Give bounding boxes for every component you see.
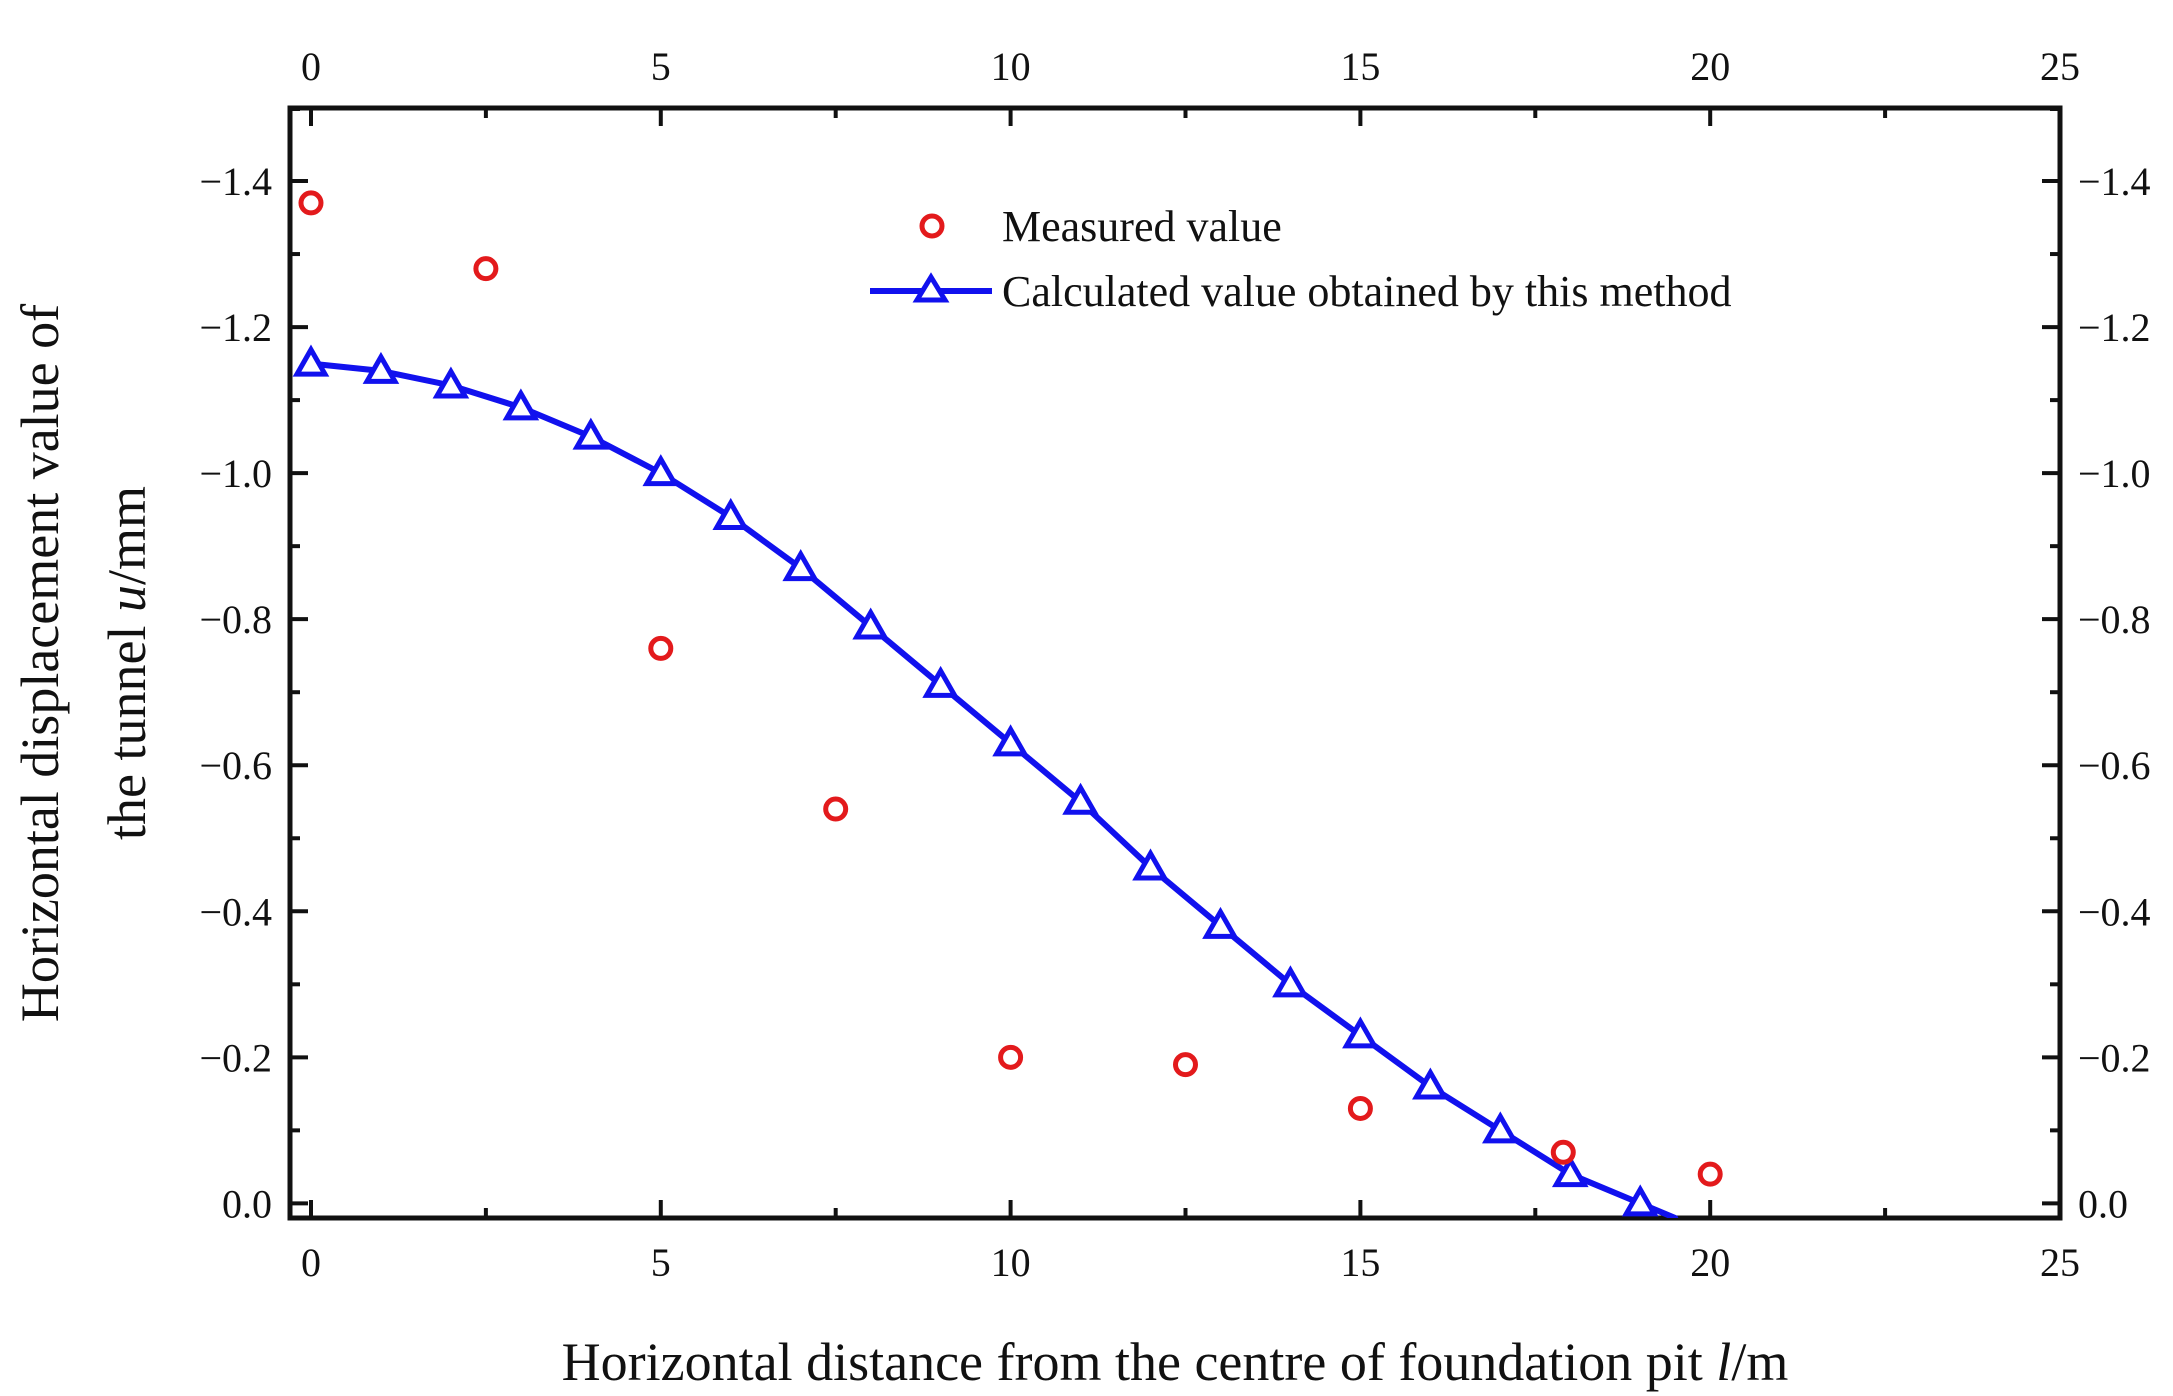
y-tick-label-right: −0.6 [2078, 743, 2151, 788]
legend-calculated-marker [912, 272, 950, 303]
measured-point [473, 256, 499, 282]
measured-point [1347, 1095, 1373, 1121]
y-tick-label-left: −0.2 [199, 1035, 272, 1080]
calculated-point [992, 724, 1029, 757]
y-tick-label-left: −0.6 [199, 743, 272, 788]
x-axis-title: Horizontal distance from the centre of f… [562, 1332, 1789, 1392]
calculated-point [292, 344, 330, 377]
y-tick-label-right: −0.2 [2078, 1035, 2151, 1080]
calculated-point [1482, 1111, 1519, 1144]
calculated-point [1272, 965, 1309, 998]
y-tick-label-right: −0.4 [2078, 889, 2151, 934]
x-tick-label-bottom: 10 [991, 1240, 1031, 1285]
calculated-point [572, 417, 610, 450]
y-tick-label-right: −1.4 [2078, 159, 2151, 204]
y-axis-title-line-1: Horizontal displacement value of [10, 304, 70, 1022]
y-tick-label-right: −0.8 [2078, 597, 2151, 642]
y-tick-label-right: 0.0 [2078, 1181, 2128, 1226]
x-tick-label-top: 5 [651, 44, 671, 89]
calculated-point [1062, 782, 1099, 815]
y-tick-label-left: −1.0 [199, 451, 272, 496]
calculated-point [502, 388, 540, 421]
calculated-point [642, 454, 680, 487]
calculated-point [1202, 906, 1239, 939]
tick-labels: 0 0 5 5 10 10 15 15 20 20 25 25 0.0 0.0 −0.2 −0.2 −0.4 −0… [199, 44, 2150, 1285]
calculated-point [1551, 1155, 1589, 1188]
y-tick-label-left: −0.8 [199, 597, 272, 642]
measured-point [998, 1044, 1024, 1070]
calculated-point [922, 665, 959, 698]
y-tick-label-right: −1.2 [2078, 305, 2151, 350]
x-tick-label-bottom: 15 [1340, 1240, 1380, 1285]
y-tick-label-left: 0.0 [222, 1181, 272, 1226]
x-tick-label-top: 15 [1340, 44, 1380, 89]
calculated-point [852, 607, 889, 640]
x-tick-label-top: 10 [991, 44, 1031, 89]
calculated-point [712, 497, 750, 530]
series-marker-layer [292, 190, 1723, 1217]
calculated-point [1132, 848, 1169, 881]
y-axis-title: Horizontal displacement value of the tun… [10, 304, 157, 1022]
measured-point [1550, 1139, 1576, 1165]
legend-calculated-label: Calculated value obtained by this method [1002, 267, 1731, 316]
measured-point [1697, 1161, 1723, 1187]
y-axis-title-line-2: the tunnel u/mm [97, 486, 157, 840]
calculated-point [782, 549, 820, 582]
calculated-point [1342, 1016, 1379, 1049]
calculated-point [432, 366, 470, 399]
y-tick-label-left: −1.4 [199, 159, 272, 204]
x-tick-label-bottom: 0 [301, 1240, 321, 1285]
y-tick-label-right: −1.0 [2078, 451, 2151, 496]
y-tick-label-left: −0.4 [199, 889, 272, 934]
calculated-point [1621, 1184, 1659, 1217]
measured-point [1172, 1052, 1198, 1078]
x-tick-label-bottom: 25 [2040, 1240, 2080, 1285]
measured-point [298, 190, 324, 216]
calculated-point [1412, 1067, 1449, 1100]
x-tick-label-top: 25 [2040, 44, 2080, 89]
legend-measured-marker [919, 213, 945, 239]
legend: Measured value Calculated value obtained… [870, 202, 1731, 316]
measured-point [823, 796, 849, 822]
x-tick-label-bottom: 20 [1690, 1240, 1730, 1285]
x-tick-label-bottom: 5 [651, 1240, 671, 1285]
tick-marks [290, 107, 2062, 1218]
legend-measured-label: Measured value [1002, 202, 1282, 251]
measured-point [648, 635, 674, 661]
plot-area-border [287, 105, 2063, 1221]
y-tick-label-left: −1.2 [199, 305, 272, 350]
x-tick-label-top: 0 [301, 44, 321, 89]
calculated-point [362, 351, 400, 384]
plot-frame [287, 105, 2063, 1221]
x-tick-label-top: 20 [1690, 44, 1730, 89]
